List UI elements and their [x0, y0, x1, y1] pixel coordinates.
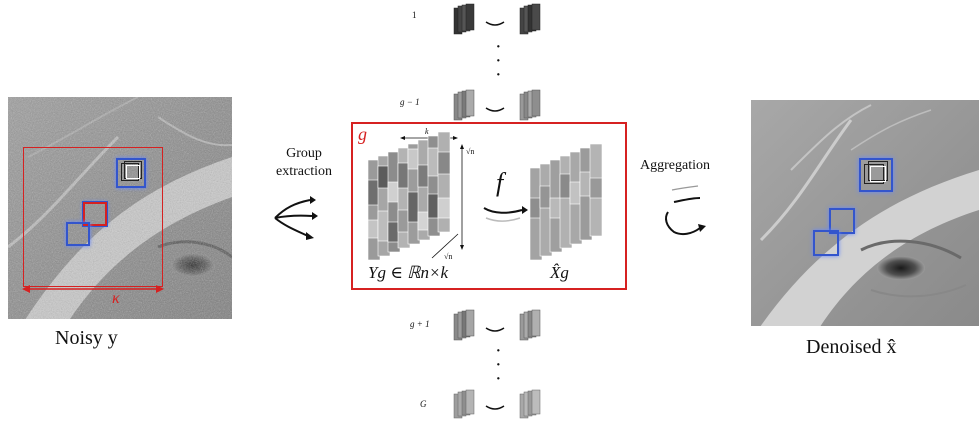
patch-stack-left: [116, 158, 146, 188]
row-label-g+1: g + 1: [410, 319, 430, 329]
aggregation-arrows: [665, 185, 706, 236]
noisy-image: [8, 97, 232, 319]
patch-right-1: [829, 208, 855, 234]
row-stacks-g+1: [453, 309, 541, 341]
extraction-label: Group extraction: [276, 146, 332, 179]
row-label-g-1: g − 1: [400, 97, 420, 107]
row-stacks-1: [453, 3, 541, 35]
patch-blue: [66, 222, 90, 246]
sqrt-n-label: √n: [466, 147, 475, 156]
extraction-arrows: [274, 196, 318, 240]
output-label: X̂g: [550, 263, 569, 282]
input-label: Yg ∈ ℝn×k: [368, 263, 449, 282]
patch-red: [82, 201, 108, 227]
patch-right-2: [813, 230, 839, 256]
sqrt-n-depth-label: √n: [444, 252, 453, 261]
f-label: f: [496, 168, 504, 197]
row-label-G: G: [420, 399, 427, 409]
f-arrow: [483, 206, 528, 222]
input-stack: [367, 131, 464, 261]
group-index-label: g: [358, 124, 367, 144]
group-box: [351, 122, 627, 290]
noisy-caption: Noisy y: [55, 327, 118, 349]
dots-bottom: · · ·: [495, 340, 502, 390]
denoised-image: [751, 100, 979, 326]
aggregation-label: Aggregation: [640, 158, 710, 173]
patch-stack-right: [859, 158, 893, 192]
row-stacks-g-1: [453, 89, 541, 121]
kappa-label: κ: [112, 290, 120, 307]
row-label-1: 1: [412, 10, 417, 20]
kappa-region: [23, 147, 163, 287]
row-stacks-G: [453, 389, 541, 419]
dots-top: · · ·: [495, 36, 502, 86]
k-label: k: [425, 127, 429, 136]
output-stack: [529, 143, 603, 261]
denoised-caption: Denoised x̂: [806, 336, 897, 358]
